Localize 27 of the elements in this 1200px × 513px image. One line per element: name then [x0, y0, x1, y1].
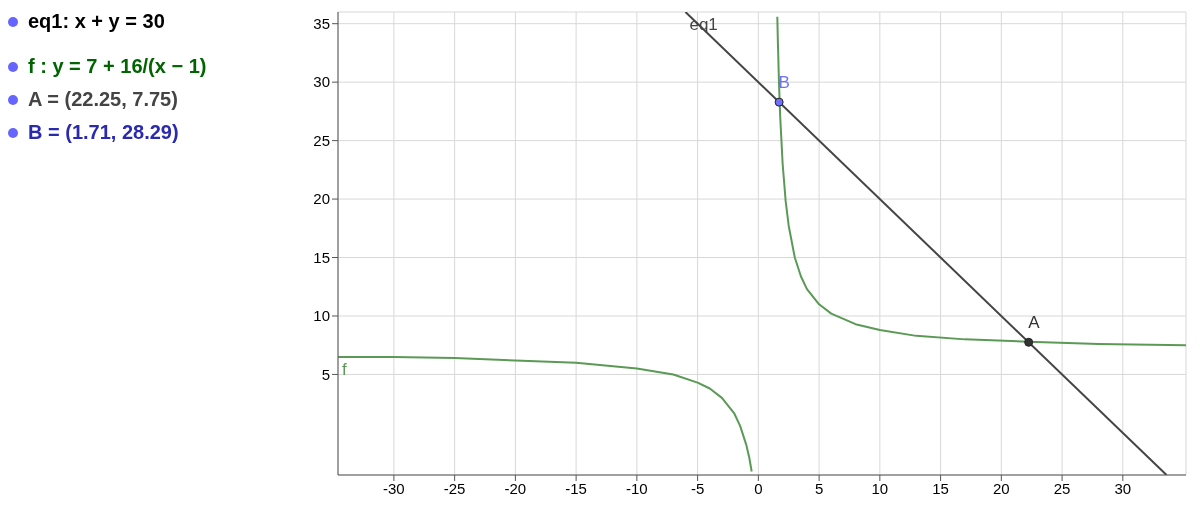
y-tick-label: 20	[313, 190, 330, 208]
x-tick-label: 30	[1114, 479, 1132, 497]
text: B = (1.71, 28.29)	[28, 121, 179, 144]
text: A = (22.25, 7.75)	[28, 88, 178, 111]
series-label: A	[1028, 312, 1041, 332]
y-tick-label: 10	[313, 307, 330, 325]
x-tick-label: -5	[690, 479, 705, 497]
x-tick-label: -25	[443, 479, 466, 497]
y-tick-label: 30	[313, 73, 330, 91]
x-tick-label: 5	[814, 479, 824, 497]
x-tick-label: -20	[504, 479, 527, 497]
x-tick-label: -30	[383, 479, 405, 497]
x-tick-label: 0	[754, 479, 763, 497]
text: f : y = 7 + 16/(x − 1)	[28, 55, 207, 78]
x-tick-label: 25	[1053, 479, 1071, 497]
x-tick-label: 15	[932, 479, 949, 497]
series-label: B	[778, 72, 790, 92]
x-tick-label: 10	[871, 479, 889, 497]
y-tick-label: 15	[313, 248, 330, 266]
y-tick-label: 25	[313, 131, 330, 149]
text: eq1: x + y = 30	[28, 10, 165, 33]
x-tick-label: -15	[565, 479, 587, 497]
y-tick-label: 35	[313, 15, 330, 33]
x-tick-label: 20	[992, 479, 1010, 497]
series-label: f	[342, 359, 347, 379]
x-tick-label: -10	[626, 479, 648, 497]
y-tick-label: 5	[321, 365, 330, 383]
